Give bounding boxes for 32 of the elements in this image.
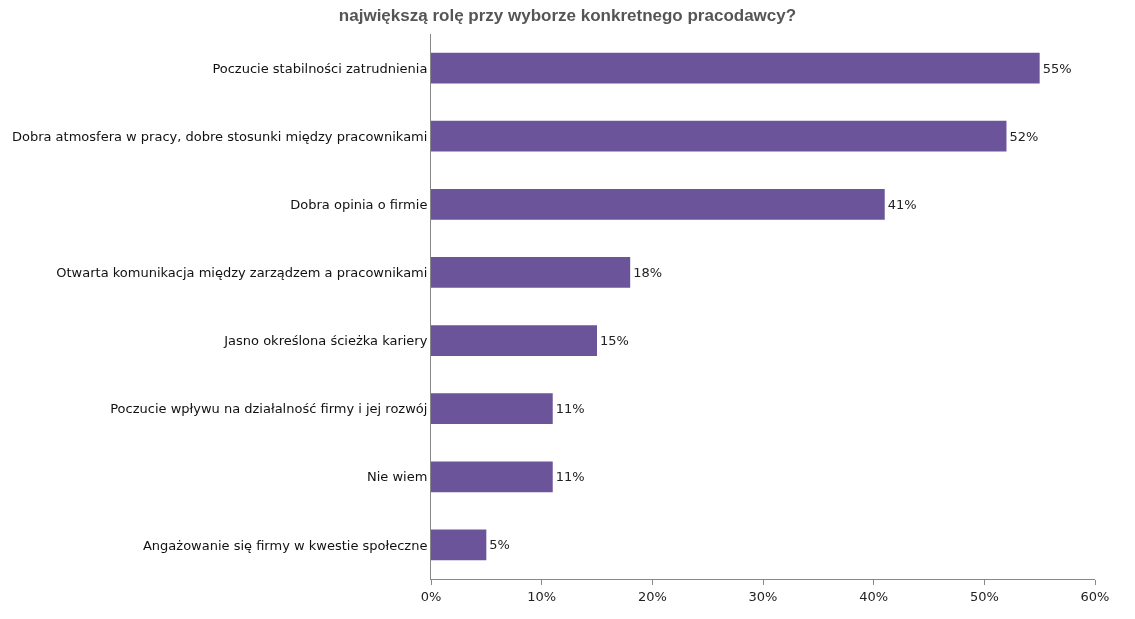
- y-tick-label: Nie wiem: [367, 469, 428, 485]
- data-label: 11%: [555, 469, 585, 485]
- y-tick-label: Poczucie wpływu na działalność firmy i jej rozwój: [110, 401, 428, 417]
- x-tick-label: 40%: [859, 588, 889, 604]
- bar: [431, 461, 553, 493]
- bar: [431, 325, 597, 356]
- bar: [431, 529, 487, 561]
- data-label: 41%: [887, 196, 917, 212]
- data-label: 52%: [1009, 128, 1039, 144]
- y-tick-label: Dobra atmosfera w pracy, dobre stosunki między pracownikami: [11, 128, 428, 144]
- x-tick-label: 0%: [420, 588, 442, 604]
- y-tick-label: Poczucie stabilności zatrudnienia: [212, 60, 428, 76]
- bar: [431, 257, 631, 288]
- bar: [431, 120, 1007, 152]
- y-tick-label: Dobra opinia o firmie: [290, 196, 428, 212]
- bar: [431, 188, 885, 220]
- x-tick-label: 10%: [527, 588, 557, 604]
- bar: [431, 52, 1040, 84]
- data-label: 18%: [633, 264, 663, 280]
- x-tick-label: 50%: [969, 588, 999, 604]
- data-label: 5%: [489, 537, 510, 553]
- x-tick-label: 60%: [1080, 588, 1110, 604]
- x-tick-label: 30%: [748, 588, 778, 604]
- chart-title: największą rolę przy wyborze konkretnego pracodawcy?: [338, 6, 797, 26]
- data-label: 11%: [555, 401, 585, 417]
- y-tick-label: Jasno określona ścieżka kariery: [223, 333, 428, 349]
- x-tick-label: 20%: [637, 588, 667, 604]
- y-tick-label: Angażowanie się firmy w kwestie społeczne: [142, 537, 428, 553]
- data-label: 15%: [600, 333, 629, 349]
- bar: [431, 393, 553, 425]
- data-label: 55%: [1042, 60, 1072, 76]
- y-tick-label: Otwarta komunikacja między zarządzem a pracownikami: [56, 264, 428, 280]
